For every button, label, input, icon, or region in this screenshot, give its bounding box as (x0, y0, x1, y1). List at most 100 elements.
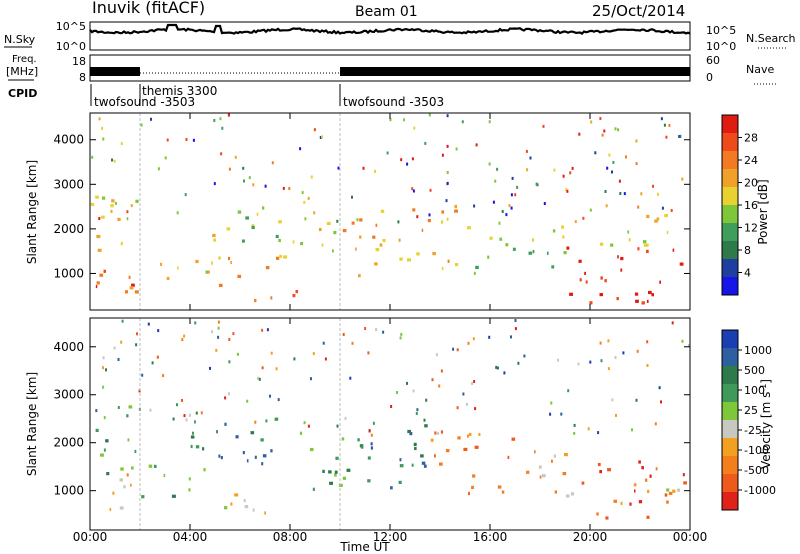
scatter-cell (610, 243, 614, 247)
cpid-label: CPID (8, 87, 37, 100)
scatter-cell (160, 262, 163, 266)
station-title: Inuvik (fitACF) (92, 0, 205, 17)
scatter-cell (217, 326, 220, 330)
colorbar-tick-label: -500 (744, 464, 769, 477)
scatter-cell (321, 135, 324, 139)
scatter-cell (131, 283, 135, 287)
scatter-cell (181, 398, 183, 402)
scatter-cell (541, 474, 546, 478)
scatter-cell (634, 292, 639, 296)
scatter-cell (333, 231, 337, 235)
scatter-cell (514, 319, 517, 322)
scatter-cell (611, 170, 613, 174)
scatter-cell (254, 455, 257, 459)
scatter-cell (474, 407, 477, 411)
scatter-cell (606, 166, 609, 170)
colorbar-segment (722, 133, 738, 152)
scatter-cell (135, 199, 139, 203)
scatter-cell (646, 340, 649, 344)
scatter-cell (407, 258, 411, 262)
scatter-cell (382, 330, 385, 334)
scatter-cell (335, 456, 339, 460)
noise-left-tick-bottom: 10^0 (56, 40, 86, 53)
noise-left-tick-top: 10^5 (56, 20, 86, 33)
scatter-cell (562, 174, 565, 178)
scatter-cell (244, 505, 249, 509)
scatter-cell (508, 204, 511, 208)
scatter-cell (351, 221, 355, 225)
range-tick-label: 2000 (53, 222, 84, 236)
scatter-cell (488, 335, 491, 339)
colorbar-segment (722, 438, 738, 457)
colorbar-segment (722, 348, 738, 367)
scatter-cell (471, 485, 474, 489)
scatter-cell (551, 459, 553, 463)
scatter-cell (307, 424, 310, 428)
scatter-cell (567, 389, 570, 393)
colorbar-segment (722, 492, 738, 511)
scatter-cell (635, 139, 638, 143)
freq-left-tick-bottom: 8 (79, 71, 86, 84)
scatter-cell (271, 161, 274, 165)
scatter-cell (398, 480, 402, 484)
scatter-cell (211, 330, 214, 334)
scatter-cell (212, 233, 216, 238)
time-tick-label: 16:00 (473, 530, 508, 544)
scatter-cell (446, 171, 449, 174)
scatter-cell (130, 204, 133, 208)
scatter-cell (332, 249, 334, 253)
scatter-cell (646, 515, 650, 519)
scatter-cell (329, 481, 333, 485)
velocity-cpid-lines (139, 318, 341, 530)
scatter-cell (224, 396, 227, 400)
colorbar-segment (722, 420, 738, 439)
scatter-cell (276, 256, 280, 260)
power-colorbar-label: Power [dB] (756, 179, 770, 244)
scatter-cell (406, 381, 408, 385)
scatter-cell (120, 142, 123, 146)
scatter-cell (334, 473, 337, 477)
scatter-cell (403, 118, 406, 122)
scatter-cell (655, 467, 658, 471)
velocity-cells (95, 319, 690, 520)
scatter-cell (505, 213, 508, 217)
scatter-cell (672, 248, 675, 252)
colorbar-segment (722, 241, 738, 260)
scatter-cell (577, 362, 580, 366)
scatter-cell (636, 349, 639, 353)
scatter-cell (501, 490, 505, 494)
scatter-cell (475, 143, 478, 147)
scatter-cell (230, 260, 232, 265)
scatter-cell (652, 184, 654, 188)
colorbar-tick-label: 1000 (744, 344, 772, 357)
scatter-cell (539, 475, 542, 479)
scatter-cell (252, 508, 255, 512)
scatter-cell (246, 459, 249, 463)
scatter-cell (498, 221, 501, 225)
cpid-row: twofsound -3503 themis 3300 twofsound -3… (90, 84, 444, 109)
scatter-cell (270, 351, 273, 355)
scatter-cell (346, 468, 351, 472)
velocity-yaxis-label: Slant Range [km] (25, 372, 39, 476)
scatter-cell (399, 257, 403, 261)
scatter-cell (501, 210, 504, 213)
scatter-cell (370, 446, 373, 450)
scatter-cell (120, 467, 124, 471)
scatter-cell (637, 205, 640, 209)
scatter-cell (128, 405, 133, 409)
frequency-band-left (90, 67, 140, 76)
scatter-cell (432, 252, 436, 256)
scatter-cell (184, 193, 187, 197)
scatter-cell (607, 367, 610, 371)
scatter-cell (467, 434, 469, 438)
scatter-cell (510, 206, 513, 210)
scatter-cell (562, 235, 565, 239)
scatter-cell (514, 327, 517, 331)
scatter-cell (262, 206, 265, 210)
scatter-cell (415, 412, 418, 415)
scatter-cell (260, 438, 264, 442)
date-title: 25/Oct/2014 (592, 2, 685, 20)
scatter-cell (412, 208, 416, 212)
scatter-cell (299, 147, 302, 151)
scatter-cell (660, 400, 662, 404)
